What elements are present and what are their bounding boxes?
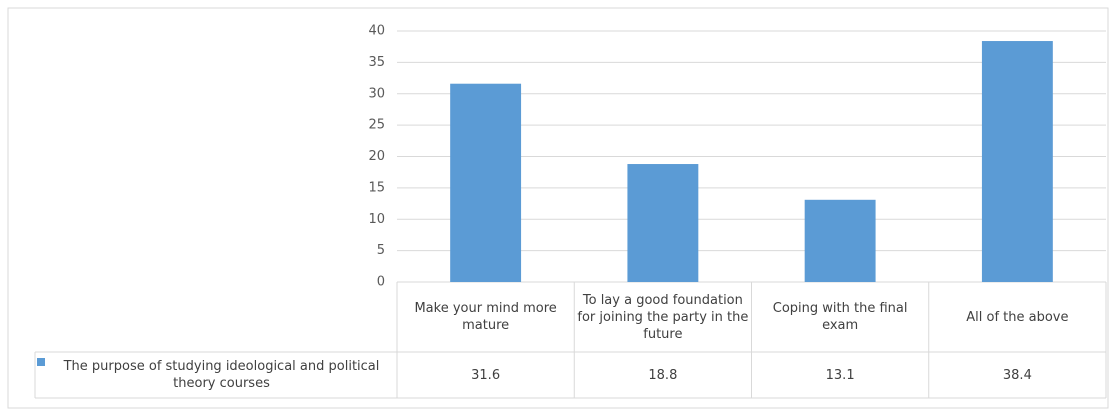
y-tick-label: 25 <box>368 118 385 133</box>
bar <box>804 199 876 282</box>
category-label: Make your mind more mature <box>414 301 557 333</box>
y-tick-label: 10 <box>368 212 385 227</box>
y-tick-label: 20 <box>368 149 385 164</box>
value-label: 31.6 <box>471 367 501 383</box>
legend-entry: The purpose of studying ideological and … <box>35 352 397 398</box>
y-tick-label: 30 <box>368 86 385 101</box>
category-label: All of the above <box>966 309 1069 325</box>
y-tick-label: 35 <box>368 55 385 70</box>
y-tick-label: 40 <box>368 24 385 39</box>
bar <box>981 41 1053 282</box>
bar <box>627 164 699 282</box>
y-tick-label: 15 <box>368 180 385 195</box>
y-tick-label: 0 <box>377 275 385 290</box>
value-label: 13.1 <box>825 367 855 383</box>
category-label: Coping with the final exam <box>772 301 908 333</box>
legend-text: The purpose of studying ideological and … <box>63 359 380 391</box>
value-label: 18.8 <box>648 367 678 383</box>
y-tick-label: 5 <box>377 243 385 258</box>
legend-key <box>37 358 45 366</box>
category-label: To lay a good foundation for joining the… <box>577 292 749 342</box>
value-label: 38.4 <box>1002 367 1032 383</box>
bar <box>450 83 522 283</box>
frame <box>7 7 1109 409</box>
